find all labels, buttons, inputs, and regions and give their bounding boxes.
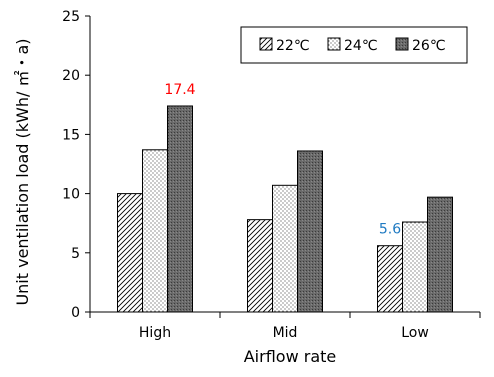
x-tick-label-high: High: [139, 325, 171, 341]
y-tick-label-15: 15: [62, 127, 80, 143]
y-axis-title: Unit ventilation load (kWh/ ㎡・a): [13, 38, 32, 305]
y-tick-label-25: 25: [62, 9, 80, 25]
legend-swatch-26: [395, 37, 409, 51]
legend-label-22: 22℃: [276, 38, 310, 54]
bar-low-24: [402, 221, 428, 313]
legend-swatch-24: [327, 37, 341, 51]
bar-mid-22: [247, 219, 273, 313]
legend-label-26: 26℃: [412, 38, 446, 54]
labels: High Mid Low 17.4 5.6: [139, 82, 429, 341]
bar-low-22: [377, 245, 403, 313]
bar-high-22: [117, 193, 143, 313]
x-tick-label-low: Low: [401, 325, 429, 341]
y-tick-label-0: 0: [71, 305, 80, 321]
data-label-low-22: 5.6: [379, 222, 401, 238]
bar-mid-26: [297, 150, 323, 313]
y-tick-label-5: 5: [71, 246, 80, 262]
x-tick-label-mid: Mid: [273, 325, 298, 341]
bar-low-26: [427, 196, 453, 313]
x-axis-title: Airflow rate: [244, 347, 337, 366]
legend-swatch-22: [259, 37, 273, 51]
legend-label-24: 24℃: [344, 38, 378, 54]
legend-box: [240, 26, 468, 64]
bar-high-24: [142, 149, 168, 313]
bars: [117, 105, 453, 313]
legend: 22℃ 24℃ 26℃: [240, 26, 468, 64]
data-label-high-26: 17.4: [164, 82, 195, 98]
bar-high-26: [167, 105, 193, 313]
y-tick-label-10: 10: [62, 187, 80, 203]
bar-mid-24: [272, 184, 298, 313]
y-tick-label-20: 20: [62, 68, 80, 84]
